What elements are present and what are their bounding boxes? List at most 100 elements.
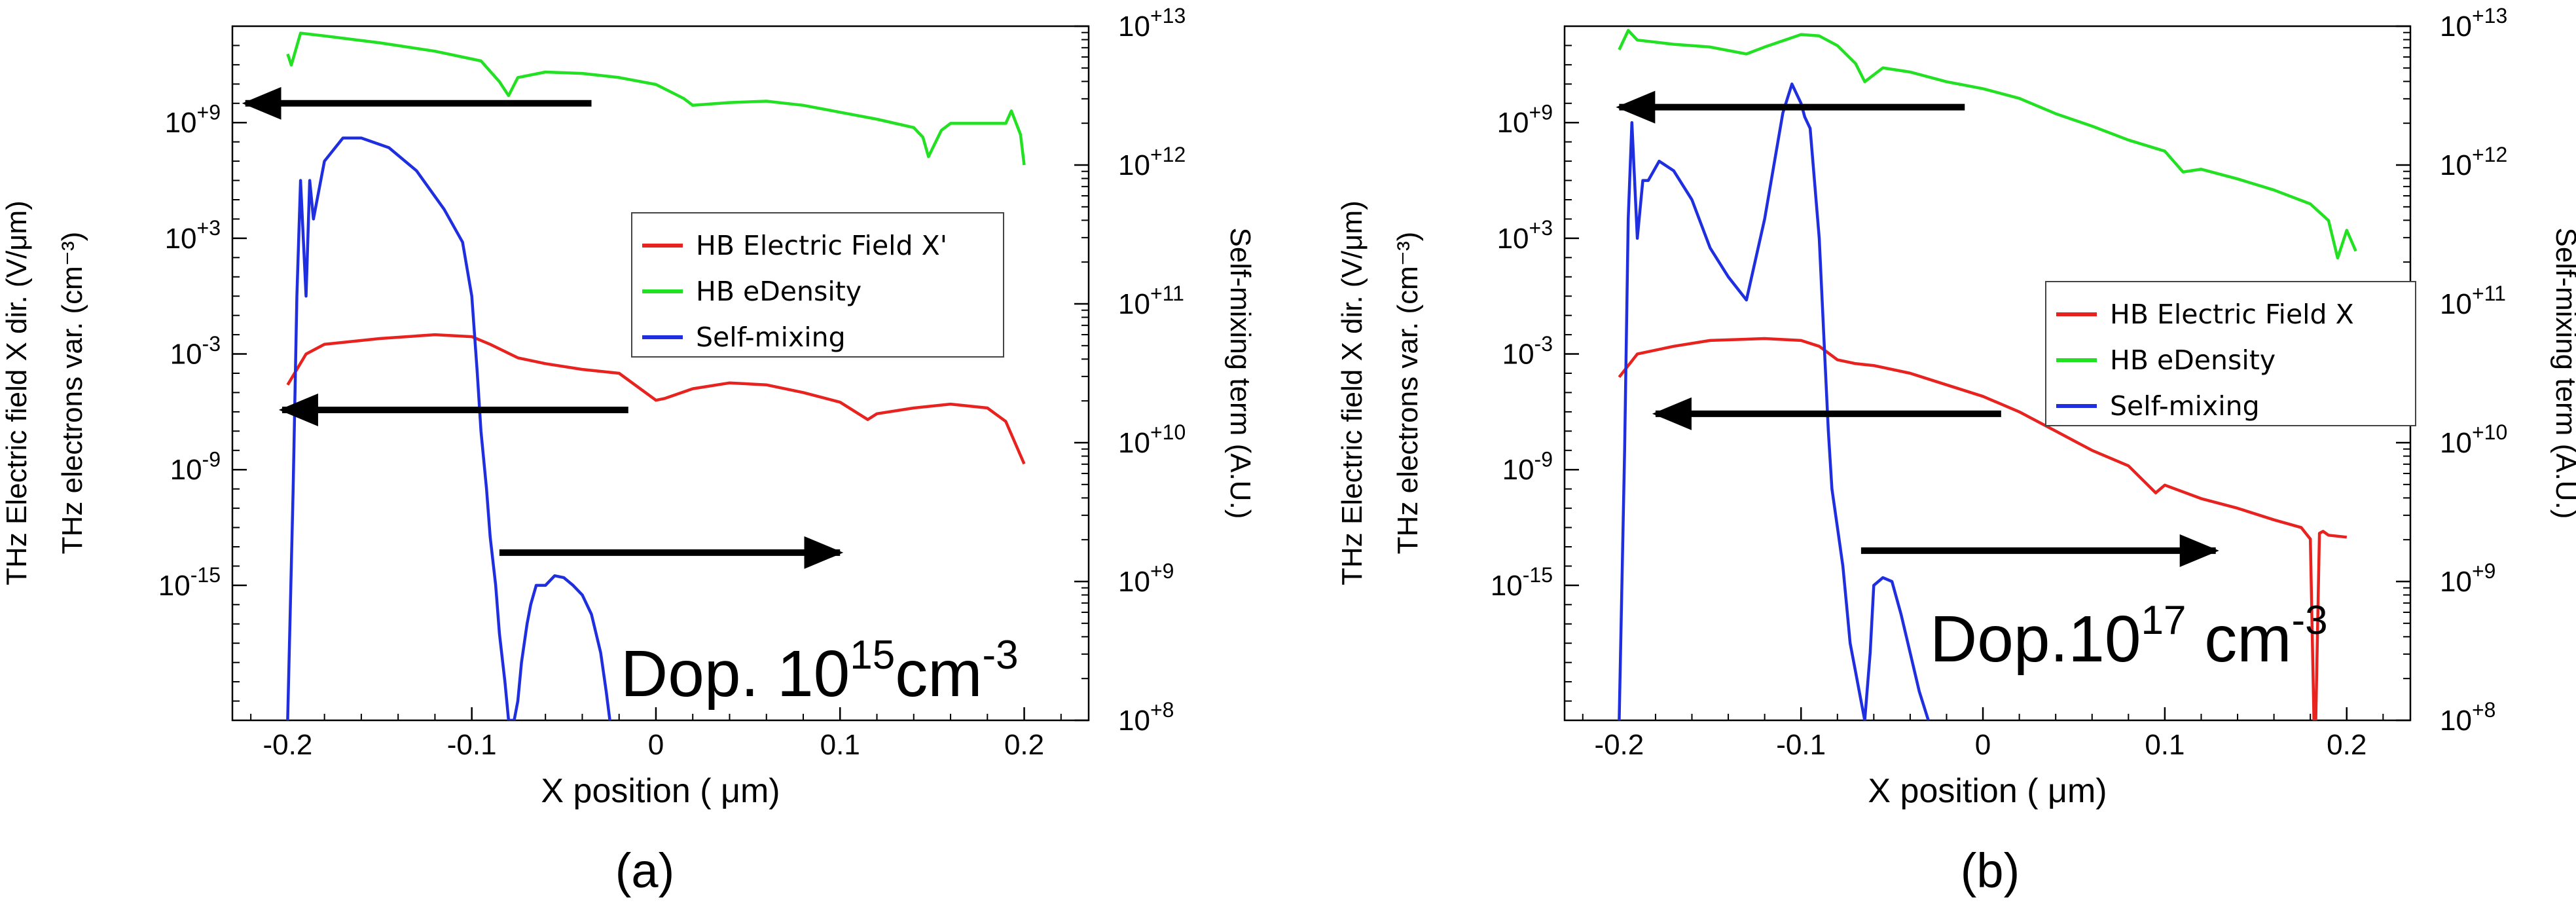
- right-tick-label-base: 10: [1118, 10, 1150, 43]
- right-tick-label-base: 10: [1118, 149, 1150, 181]
- left-tick-label-base: 10: [1502, 454, 1534, 486]
- doping-annotation: Dop.1017 cm-3: [1930, 598, 2328, 676]
- right-tick-label: 10+8: [1118, 698, 1174, 737]
- right-tick-label-exp: +10: [1150, 420, 1186, 444]
- left-tick-label-exp: -3: [202, 332, 221, 356]
- right-tick-label-base: 10: [2440, 149, 2472, 181]
- left-tick-label-exp: -9: [202, 447, 221, 471]
- right-tick-label-exp: +13: [1150, 4, 1186, 28]
- left-tick-label: 10+9: [1497, 100, 1553, 139]
- legend-entry: Self-mixing: [2110, 390, 2260, 422]
- right-tick-label: 10+11: [1118, 282, 1184, 320]
- right-tick-label: 10+12: [1118, 143, 1186, 181]
- doping-unit: cm: [2186, 602, 2291, 676]
- right-tick-label-exp: +11: [1150, 282, 1184, 305]
- right-tick-label-base: 10: [1118, 705, 1150, 737]
- left-tick-label-exp: +3: [1529, 216, 1553, 240]
- right-tick-label: 10+13: [1118, 4, 1186, 43]
- panel-caption: (a): [615, 843, 674, 898]
- y-axis-label-electrons: THz electrons var. (cm⁻³): [1392, 232, 1424, 555]
- right-tick-label: 10+10: [1118, 420, 1186, 459]
- x-tick-label: -0.2: [1594, 729, 1644, 761]
- doping-unit: cm: [895, 637, 982, 711]
- left-tick-label-base: 10: [165, 107, 197, 139]
- right-tick-label: 10+9: [1118, 559, 1174, 598]
- left-tick-label-base: 10: [170, 339, 202, 371]
- left-tick-label-base: 10: [1491, 570, 1523, 602]
- series-group: [1618, 29, 2357, 720]
- doping-annotation: Dop. 1015cm-3: [621, 633, 1019, 711]
- left-tick-label: 10-3: [170, 332, 221, 371]
- left-tick-label: 10-15: [158, 563, 221, 602]
- left-tick-label-base: 10: [1497, 107, 1529, 139]
- left-tick-label: 10+3: [165, 216, 221, 255]
- right-tick-label-exp: +11: [2472, 282, 2506, 305]
- left-tick-label-exp: +3: [197, 216, 221, 240]
- doping-exponent: 17: [2141, 598, 2186, 643]
- left-tick-label-base: 10: [158, 570, 190, 602]
- right-tick-label-exp: +8: [1150, 698, 1174, 722]
- right-tick-label-exp: +9: [2472, 559, 2495, 583]
- x-tick-label: 0.1: [820, 729, 860, 761]
- doping-unit-exponent: -3: [2292, 598, 2328, 643]
- left-tick-label-base: 10: [1502, 339, 1534, 371]
- left-tick-label-exp: +9: [197, 100, 221, 124]
- right-tick-label: 10+11: [2440, 282, 2506, 320]
- x-axis-label: X position ( μm): [541, 772, 780, 810]
- x-tick-label: 0: [648, 729, 664, 761]
- doping-exponent: 15: [850, 633, 895, 678]
- legend-entry: HB Electric Field X: [2110, 299, 2354, 330]
- right-tick-label-base: 10: [1118, 566, 1150, 598]
- left-tick-label: 10+9: [165, 100, 221, 139]
- legend-box: [631, 212, 1004, 358]
- left-tick-label: 10+3: [1497, 216, 1553, 255]
- series-self-mixing: [1618, 83, 1930, 720]
- x-tick-label: 0.2: [2327, 729, 2367, 761]
- doping-base: Dop.10: [1930, 602, 2141, 676]
- doping-unit-exponent: -3: [983, 633, 1019, 678]
- series-hb-edensity: [286, 31, 1026, 166]
- right-tick-label-exp: +13: [2472, 4, 2507, 28]
- series-self-mixing: [286, 136, 611, 720]
- right-tick-label-exp: +10: [2472, 420, 2507, 444]
- left-tick-label-base: 10: [165, 223, 197, 255]
- panel-caption: (b): [1961, 843, 2020, 898]
- right-tick-label-base: 10: [2440, 566, 2472, 598]
- series-hb-electric-field-x: [286, 333, 1026, 465]
- right-tick-label-base: 10: [2440, 10, 2472, 43]
- left-tick-label-exp: -9: [1534, 447, 1553, 471]
- right-tick-label-base: 10: [2440, 288, 2472, 320]
- right-tick-label-exp: +9: [1150, 559, 1174, 583]
- series-group: [286, 31, 1026, 720]
- right-tick-label-exp: +12: [1150, 143, 1186, 166]
- right-tick-label: 10+9: [2440, 559, 2495, 598]
- right-tick-label-base: 10: [2440, 705, 2472, 737]
- legend-entry: Self-mixing: [696, 322, 846, 353]
- right-tick-label-base: 10: [1118, 288, 1150, 320]
- legend-entry: HB eDensity: [2110, 344, 2276, 376]
- right-tick-label-base: 10: [2440, 427, 2472, 459]
- doping-base: Dop. 10: [621, 637, 850, 711]
- left-tick-label-exp: -15: [190, 563, 221, 587]
- series-hb-electric-field-x: [1618, 337, 2348, 720]
- x-tick-label: -0.2: [263, 729, 312, 761]
- x-tick-label: 0.1: [2145, 729, 2185, 761]
- right-tick-label-base: 10: [1118, 427, 1150, 459]
- left-tick-label: 10-15: [1491, 563, 1553, 602]
- right-tick-label: 10+12: [2440, 143, 2507, 181]
- right-tick-label: 10+8: [2440, 698, 2495, 737]
- legend-entry: HB Electric Field X': [696, 230, 947, 261]
- y-axis-label-efield: THz Electric field X dir. (V/μm): [1, 200, 33, 585]
- x-tick-label: 0: [1975, 729, 1991, 761]
- x-axis-label: X position ( μm): [1868, 772, 2107, 810]
- left-tick-label-base: 10: [170, 454, 202, 486]
- left-tick-label-exp: -3: [1534, 332, 1553, 356]
- panel-a: 10+910+310-310-910-1510+1310+1210+1110+1…: [1, 4, 1256, 898]
- x-tick-label: 0.2: [1004, 729, 1044, 761]
- panel-b: 10+910+310-310-910-1510+1310+1210+1110+1…: [1336, 4, 2576, 898]
- left-tick-label-base: 10: [1497, 223, 1529, 255]
- legend-box: [2045, 281, 2416, 426]
- y-axis-label-selfmixing: Self-mixing term (A.U.): [1224, 228, 1256, 519]
- y-axis-label-efield: THz Electric field X dir. (V/μm): [1336, 200, 1368, 585]
